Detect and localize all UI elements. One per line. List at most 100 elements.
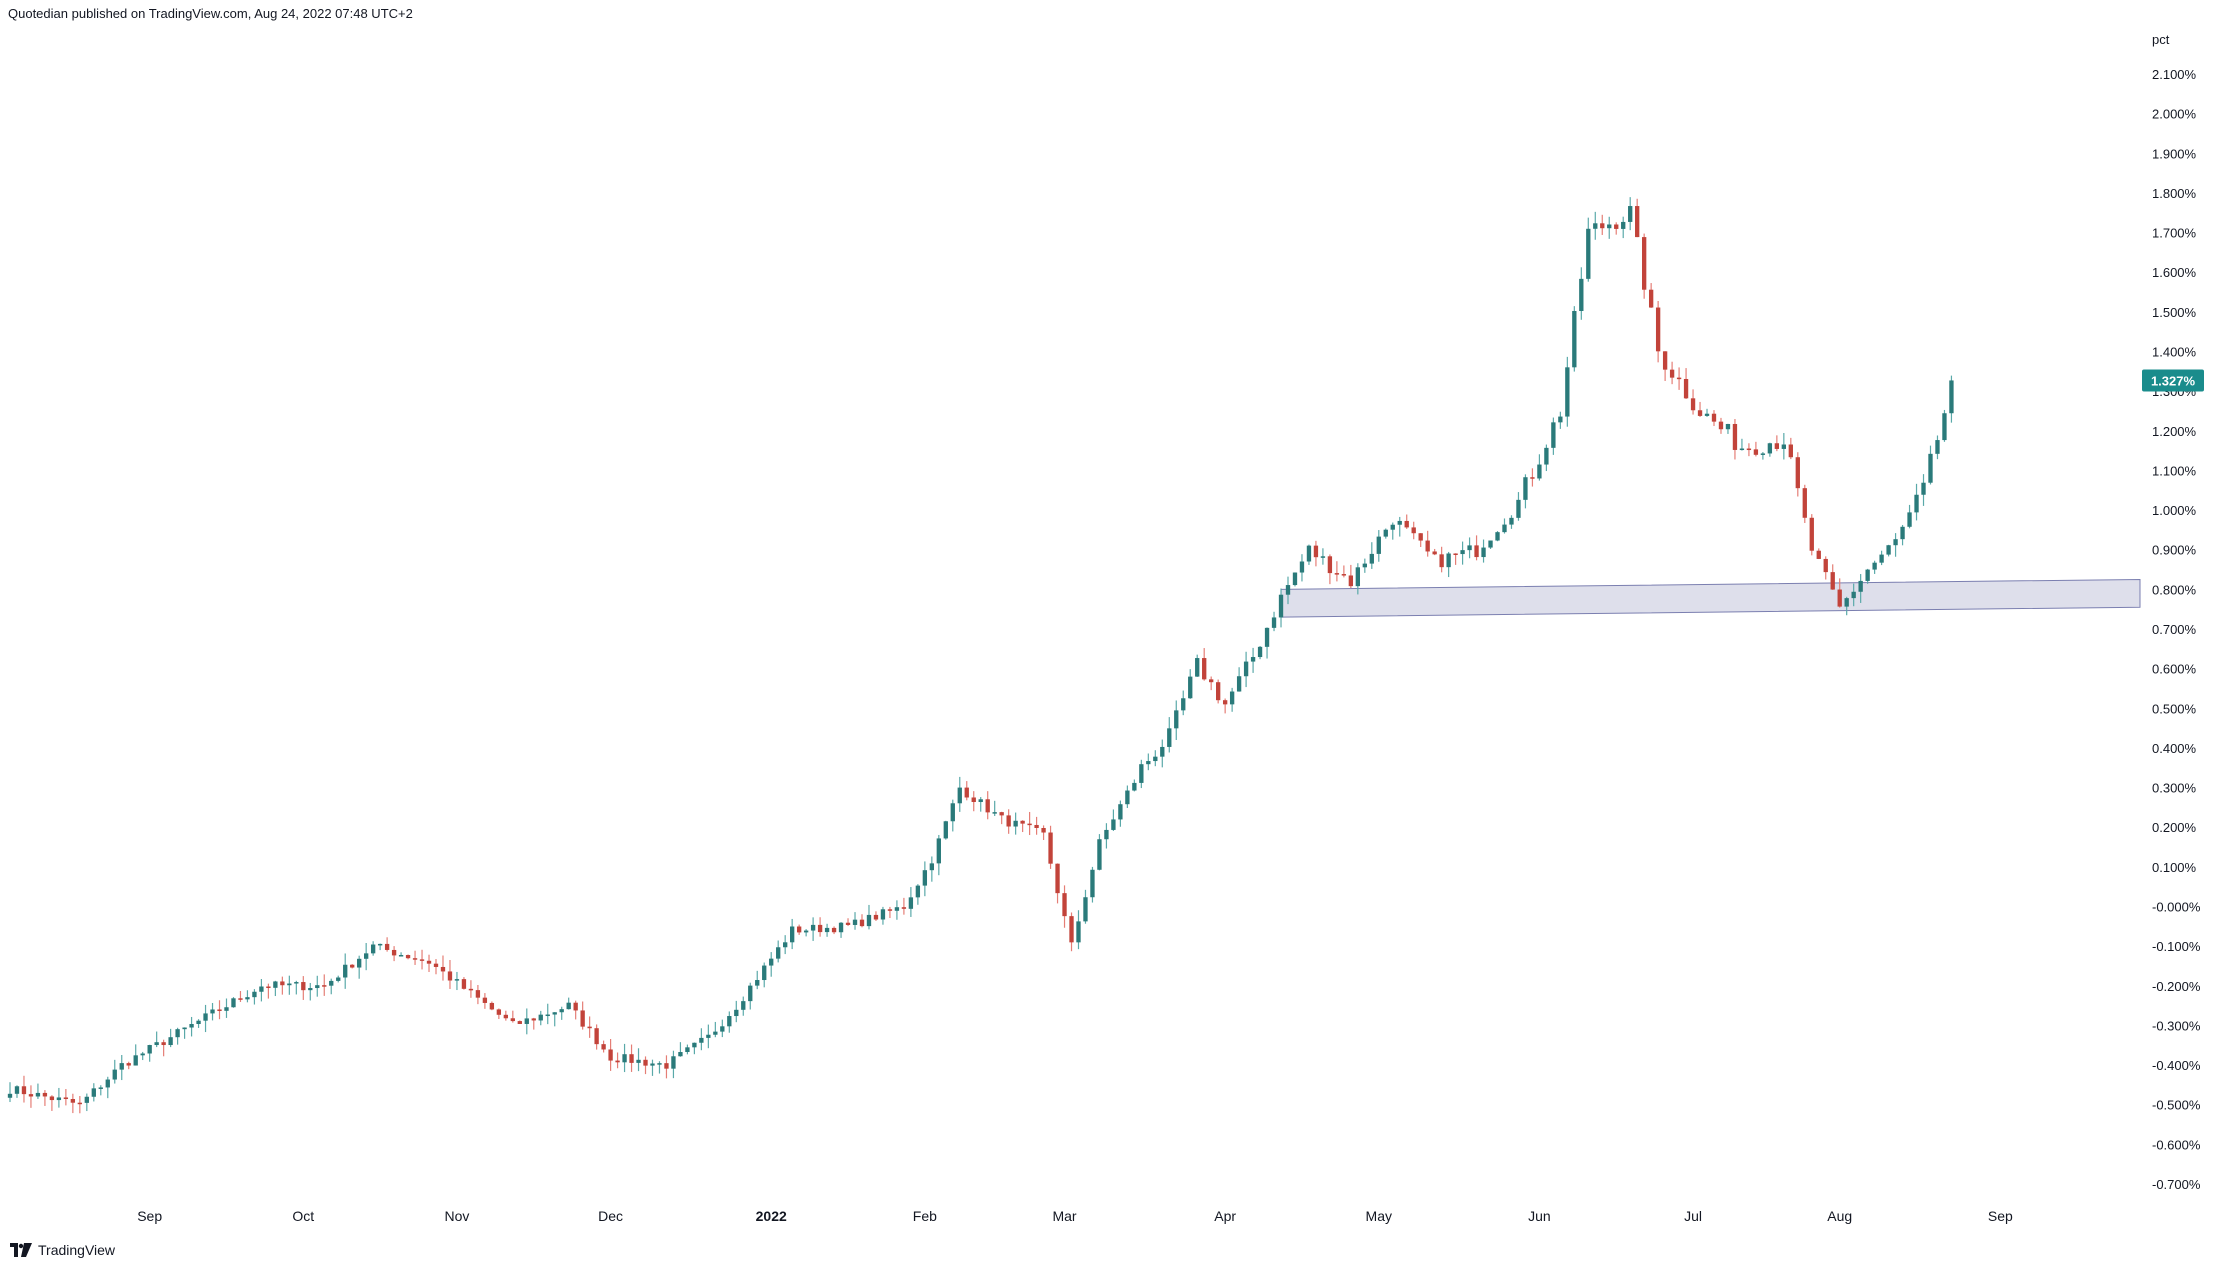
time-axis[interactable]: Sep Oct Nov Dec 2022 Feb Mar Apr May Jun Jul Aug Sep bbox=[137, 1208, 2013, 1224]
y-tick-label: 0.300% bbox=[2152, 781, 2197, 796]
candle-body bbox=[1215, 682, 1221, 701]
candle-body bbox=[1474, 545, 1479, 558]
candle-body bbox=[1781, 444, 1787, 449]
candle-body bbox=[678, 1052, 683, 1057]
candle-body bbox=[699, 1037, 704, 1043]
candle-body bbox=[112, 1069, 117, 1080]
candle-body bbox=[1711, 413, 1717, 422]
candle-body bbox=[964, 787, 969, 798]
publisher-credit: Quotedian published on TradingView.com, … bbox=[8, 6, 413, 21]
candle-body bbox=[1362, 563, 1367, 568]
candle-body bbox=[1236, 676, 1242, 692]
candle-body bbox=[608, 1049, 613, 1061]
candle-body bbox=[1732, 423, 1738, 450]
candle-body bbox=[126, 1063, 131, 1066]
price-axis[interactable]: pct 2.100% 2.000% 1.900% 1.800% 1.700% 1.600%… bbox=[2152, 32, 2201, 1192]
candle-body bbox=[433, 963, 439, 967]
x-tick-label: Mar bbox=[1052, 1208, 1076, 1224]
candles-layer bbox=[7, 197, 1954, 1114]
tradingview-brand[interactable]: TradingView bbox=[10, 1242, 115, 1258]
candle-body bbox=[1264, 627, 1270, 647]
candle-body bbox=[1320, 556, 1326, 558]
candle-body bbox=[14, 1086, 20, 1094]
candle-body bbox=[894, 907, 900, 911]
candle-body bbox=[524, 1018, 529, 1024]
candle-body bbox=[489, 1002, 495, 1010]
candle-body bbox=[1600, 223, 1605, 229]
candle-body bbox=[238, 998, 243, 1000]
candle-body bbox=[769, 958, 774, 966]
candle-body bbox=[1669, 369, 1675, 378]
candle-body bbox=[601, 1044, 606, 1050]
candle-body bbox=[1076, 921, 1081, 943]
candle-body bbox=[301, 982, 306, 991]
candle-body bbox=[999, 812, 1004, 816]
candle-body bbox=[21, 1086, 27, 1095]
candle-body bbox=[1683, 378, 1689, 399]
candle-body bbox=[1586, 228, 1591, 279]
candle-body bbox=[1418, 533, 1423, 541]
candle-body bbox=[1222, 700, 1228, 705]
y-tick-label: 0.400% bbox=[2152, 741, 2197, 756]
x-tick-label: Sep bbox=[137, 1208, 162, 1224]
y-tick-label: -0.700% bbox=[2152, 1177, 2201, 1192]
candle-body bbox=[1551, 422, 1556, 448]
price-axis-unit-label: pct bbox=[2152, 32, 2170, 47]
candle-body bbox=[650, 1063, 655, 1066]
support-zone-rectangle[interactable] bbox=[1280, 578, 2141, 618]
candle-body bbox=[1446, 553, 1451, 568]
candle-body bbox=[1760, 453, 1766, 455]
candle-body bbox=[622, 1054, 627, 1063]
candle-body bbox=[1502, 524, 1507, 533]
candle-body bbox=[810, 924, 816, 931]
candle-body bbox=[915, 885, 921, 898]
candle-body bbox=[28, 1094, 34, 1097]
candle-body bbox=[1146, 761, 1151, 765]
candle-body bbox=[343, 964, 348, 978]
candle-body bbox=[154, 1042, 159, 1046]
candle-body bbox=[671, 1056, 676, 1069]
candle-body bbox=[1369, 553, 1374, 564]
y-tick-label: 0.500% bbox=[2152, 701, 2197, 716]
candle-body bbox=[63, 1097, 69, 1100]
brand-name: TradingView bbox=[38, 1242, 116, 1258]
y-tick-label: 0.700% bbox=[2152, 622, 2197, 637]
candle-body bbox=[1460, 550, 1465, 555]
candle-body bbox=[1327, 556, 1333, 574]
candle-body bbox=[1774, 443, 1780, 449]
candle-body bbox=[615, 1060, 620, 1063]
last-price-badge-text: 1.327% bbox=[2151, 373, 2196, 388]
candle-body bbox=[1390, 524, 1395, 530]
x-tick-label: Oct bbox=[292, 1208, 314, 1224]
y-tick-label: -0.600% bbox=[2152, 1137, 2201, 1152]
candle-body bbox=[1537, 464, 1542, 479]
y-tick-label: 0.900% bbox=[2152, 543, 2197, 558]
candle-body bbox=[1195, 658, 1200, 677]
y-tick-label: -0.500% bbox=[2152, 1098, 2201, 1113]
candle-body bbox=[950, 803, 955, 822]
candle-body bbox=[231, 998, 236, 1008]
candle-body bbox=[105, 1079, 110, 1088]
candle-body bbox=[1425, 540, 1430, 552]
candle-body bbox=[1411, 527, 1416, 534]
candle-body bbox=[1202, 658, 1207, 680]
candle-body bbox=[1851, 591, 1856, 599]
candle-body bbox=[936, 838, 941, 864]
candle-body bbox=[1628, 206, 1633, 222]
y-tick-label: 0.600% bbox=[2152, 662, 2197, 677]
x-tick-label: 2022 bbox=[756, 1208, 787, 1224]
candle-body bbox=[1886, 545, 1891, 555]
y-tick-label: -0.400% bbox=[2152, 1058, 2201, 1073]
candle-body bbox=[1655, 307, 1661, 352]
candle-body bbox=[224, 1007, 229, 1011]
candle-body bbox=[84, 1096, 89, 1103]
candle-body bbox=[1523, 477, 1528, 500]
candle-body bbox=[636, 1059, 641, 1063]
candle-body bbox=[657, 1063, 662, 1065]
candle-body bbox=[1607, 224, 1612, 229]
candle-body bbox=[398, 955, 404, 957]
y-tick-label: 1.900% bbox=[2152, 146, 2197, 161]
candle-body bbox=[594, 1028, 599, 1045]
candle-body bbox=[866, 914, 872, 927]
